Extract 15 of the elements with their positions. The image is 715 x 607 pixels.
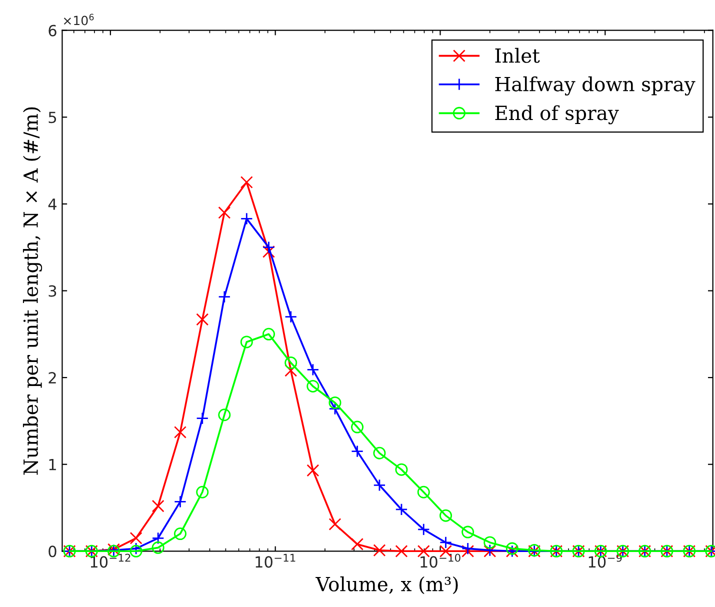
y-tick-label: 2	[48, 372, 56, 384]
y-tick-label: 0	[48, 546, 56, 558]
x-tick-label: 10$^{−11}$	[256, 554, 296, 568]
y-tick-label: 3	[48, 285, 56, 297]
text: ×10$^{6}$	[64, 14, 94, 26]
legend-label: End of spray	[495, 105, 619, 124]
y-tick-label: 5	[48, 112, 56, 124]
x-tick-label: 10$^{−12}$	[90, 554, 130, 568]
y-tick-label: 1	[49, 459, 56, 470]
y-axis-title: Number per unit length, N × A (#/m)	[22, 107, 42, 475]
legend-label: Halfway down spray	[495, 76, 696, 96]
x-axis-title: Volume, x (m³)	[316, 576, 458, 594]
legend-label: Inlet	[495, 48, 540, 63]
y-tick-label: 4	[48, 198, 56, 210]
y-tick-label: 6	[48, 24, 56, 36]
